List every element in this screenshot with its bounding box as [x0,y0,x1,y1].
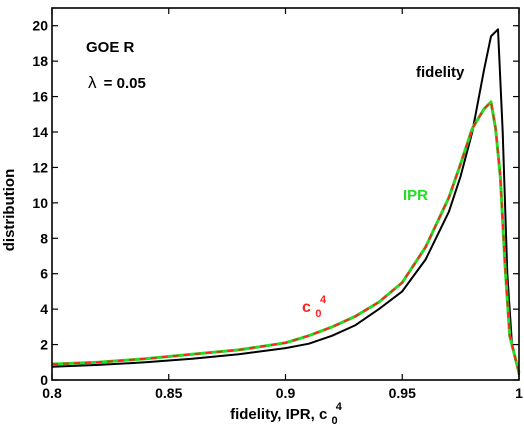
x-tick-label: 0.85 [155,385,182,401]
x-axis-label-sup: 4 [336,401,343,413]
x-tick-label: 0.95 [389,385,416,401]
c04-series-label: c 0 4 [302,294,327,321]
c04-base: c [302,299,311,316]
y-tick-label: 4 [40,301,48,317]
x-axis-label: fidelity, IPR, c 0 4 [230,401,343,428]
y-tick-label: 10 [32,195,48,211]
x-axis-label-sub: 0 [332,415,338,427]
model-annotation: GOE R [86,39,135,56]
y-tick-label: 6 [40,266,48,282]
y-tick-label: 12 [32,159,48,175]
y-tick-label: 14 [32,124,48,140]
x-tick-label: 0.8 [42,385,62,401]
series-line-c0-4 [51,100,520,374]
fidelity-series-label: fidelity [416,64,465,81]
x-tick-label: 1 [515,385,523,401]
lambda-symbol: λ [88,73,97,92]
ipr-series-label: IPR [403,187,428,204]
c04-subscript: 0 [315,308,321,320]
series-line-fidelity [51,28,520,375]
series-lines [51,28,521,375]
y-axis-label: distribution [1,169,18,252]
x-axis-label-text: fidelity, IPR, c [230,406,327,423]
y-tick-label: 18 [32,53,48,69]
y-tick-label: 16 [32,89,48,105]
y-tick-label: 0 [40,372,48,388]
axis-ticks [51,8,520,381]
y-tick-label: 2 [40,337,48,353]
lambda-value: = 0.05 [104,75,146,92]
lambda-annotation: λ = 0.05 [88,73,146,92]
y-tick-label: 8 [40,230,48,246]
c04-superscript: 4 [320,294,327,306]
y-tick-label: 20 [32,18,48,34]
x-tick-label: 0.9 [276,385,296,401]
